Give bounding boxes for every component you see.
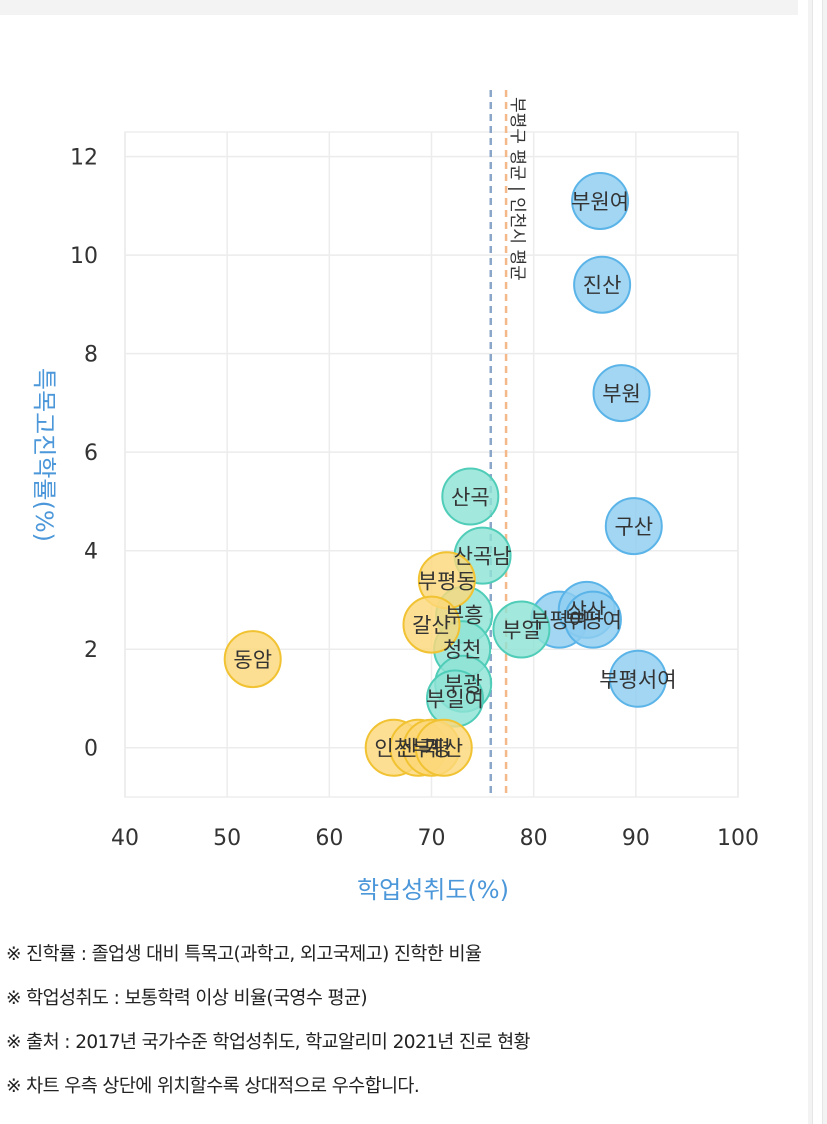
x-tick-label: 70 bbox=[418, 826, 446, 851]
footnotes: ※ 진학률 : 졸업생 대비 특목고(과학고, 외고국제고) 진학한 비율 ※ 학… bbox=[6, 940, 796, 1116]
data-point[interactable] bbox=[573, 255, 632, 314]
data-point-label: 부원여 bbox=[571, 190, 629, 214]
data-point-label: 산곡 bbox=[399, 737, 438, 761]
data-point-label: 부평동 bbox=[418, 569, 476, 593]
data-point-label: 부평 bbox=[412, 737, 451, 761]
footnote-line: ※ 출처 : 2017년 국가수준 학업성취도, 학교알리미 2021년 진로 … bbox=[6, 1032, 531, 1053]
data-point-label: 부흥 bbox=[445, 604, 484, 628]
y-axis-label: 특목고진학률(%) bbox=[30, 368, 58, 542]
y-tick-label: 2 bbox=[84, 638, 98, 663]
data-point-label: 부평여 bbox=[530, 609, 588, 633]
x-tick-label: 100 bbox=[717, 826, 759, 851]
y-tick-label: 0 bbox=[84, 737, 98, 762]
scrollbar-thumb[interactable] bbox=[812, 0, 823, 1124]
y-tick-label: 4 bbox=[84, 540, 98, 565]
x-tick-label: 80 bbox=[520, 826, 548, 851]
footnote-line: ※ 학업성취도 : 보통학력 이상 비율(국영수 평균) bbox=[6, 988, 368, 1009]
x-tick-label: 50 bbox=[213, 826, 241, 851]
data-point[interactable] bbox=[592, 364, 651, 423]
data-point[interactable] bbox=[571, 171, 630, 230]
data-point[interactable] bbox=[223, 630, 282, 689]
data-point[interactable] bbox=[563, 590, 622, 649]
x-axis-label: 학업성취도(%) bbox=[357, 876, 509, 904]
x-tick-label: 40 bbox=[111, 826, 139, 851]
y-tick-label: 12 bbox=[70, 146, 98, 171]
data-point[interactable] bbox=[414, 718, 473, 777]
x-tick-label: 60 bbox=[315, 826, 343, 851]
data-point[interactable] bbox=[604, 497, 663, 556]
x-tick-labels: 40 50 60 70 80 90 100 bbox=[111, 826, 759, 851]
reference-lines bbox=[489, 90, 508, 797]
data-point[interactable] bbox=[608, 649, 667, 708]
data-point-label: 구산 bbox=[614, 515, 653, 539]
data-point-label: 진산 bbox=[583, 274, 622, 298]
data-point-label: 산곡 bbox=[451, 486, 490, 510]
data-point-label: 부일 bbox=[502, 619, 541, 643]
y-tick-label: 10 bbox=[70, 244, 98, 269]
y-tick-label: 8 bbox=[84, 343, 98, 368]
data-point-label: 부광 bbox=[444, 673, 483, 697]
data-point-label: 동암 bbox=[233, 648, 272, 672]
data-point-label: 부평여 bbox=[564, 609, 622, 633]
top-bar bbox=[0, 0, 798, 15]
data-point-label: 계산 bbox=[424, 737, 463, 761]
y-tick-labels: 0 2 4 6 8 10 12 bbox=[70, 146, 98, 762]
scatter-chart: 부평구 평균 | 인천시 평균 부원여진산부원구산부평여삼산부평여부평서여산곡산… bbox=[30, 90, 759, 904]
data-points: 부원여진산부원구산부평여삼산부평여부평서여산곡산곡남부흥부일청천부광부일여부평동… bbox=[223, 171, 677, 777]
data-point-label: 삼산 bbox=[567, 599, 606, 623]
data-point-label: 산곡남 bbox=[454, 545, 512, 569]
data-point[interactable] bbox=[492, 600, 551, 659]
data-point-label: 청천 bbox=[443, 638, 482, 662]
data-point-label: 부원 bbox=[602, 382, 641, 406]
data-point[interactable] bbox=[402, 595, 461, 654]
data-point[interactable] bbox=[441, 467, 500, 526]
footnote-line: ※ 차트 우측 상단에 위치할수록 상대적으로 우수합니다. bbox=[6, 1076, 420, 1097]
reference-line-label: 부평구 평균 | 인천시 평균 bbox=[507, 97, 527, 281]
x-tick-label: 90 bbox=[622, 826, 650, 851]
y-tick-label: 6 bbox=[84, 441, 98, 466]
data-point-label: 갈산 bbox=[412, 614, 451, 638]
data-point-label: 부일여 bbox=[426, 687, 484, 711]
data-point-label: 부평서여 bbox=[599, 668, 676, 692]
data-point-label: 인천 bbox=[374, 737, 413, 761]
footnote-line: ※ 진학률 : 졸업생 대비 특목고(과학고, 외고국제고) 진학한 비율 bbox=[6, 944, 482, 965]
